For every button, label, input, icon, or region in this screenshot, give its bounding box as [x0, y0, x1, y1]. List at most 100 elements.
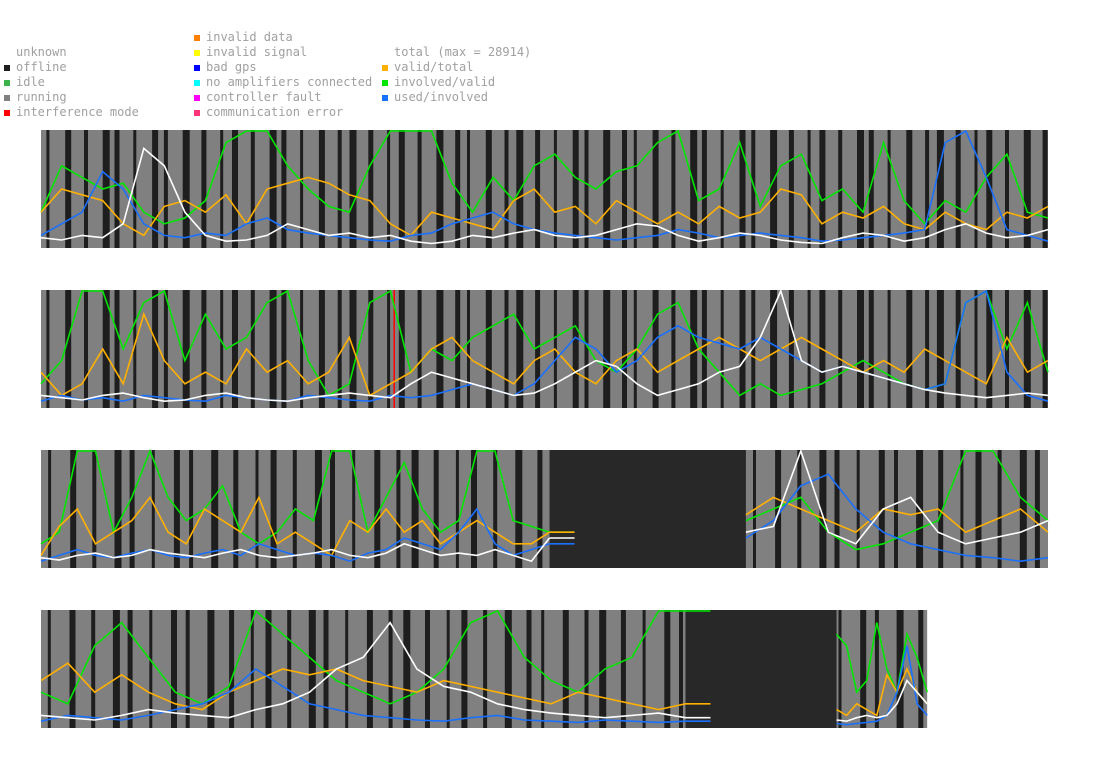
legend-item: running: [4, 90, 139, 105]
legend-swatch: [194, 49, 200, 56]
offline-band: [211, 450, 219, 568]
offline-band: [233, 450, 239, 568]
offline-band: [91, 610, 96, 728]
offline-band: [483, 610, 488, 728]
offline-band: [411, 450, 419, 568]
offline-band: [265, 610, 272, 728]
offline-band: [819, 130, 826, 248]
legend-swatch: [382, 79, 388, 86]
offline-band: [374, 450, 381, 568]
offline-band: [182, 130, 190, 248]
legend-swatch: [194, 94, 200, 101]
offline-band: [323, 610, 329, 728]
offline-band: [345, 610, 349, 728]
offline-band: [584, 610, 589, 728]
offline-band: [720, 290, 724, 408]
offline-band: [300, 130, 304, 248]
offline-band: [1005, 130, 1009, 248]
offline-band: [887, 290, 891, 408]
offline-band: [250, 290, 255, 408]
offline-band: [819, 450, 827, 568]
offline-band: [269, 130, 277, 248]
legend-item: involved/valid: [382, 75, 531, 90]
offline-band: [287, 610, 292, 728]
legend-label: valid/total: [394, 60, 474, 74]
offline-band: [446, 610, 450, 728]
offline-band: [65, 130, 72, 248]
legend-item: bad gps: [194, 60, 372, 75]
legend-label: idle: [16, 75, 45, 89]
legend-item: unknown: [4, 45, 139, 60]
legend-item: interference mode: [4, 105, 139, 120]
offline-band: [455, 130, 461, 248]
offline-band: [838, 610, 842, 728]
legend-label: involved/valid: [394, 75, 496, 89]
offline-band: [92, 450, 97, 568]
offline-band: [535, 130, 541, 248]
offline-band: [163, 290, 168, 408]
offline-band: [388, 610, 393, 728]
offline-band: [701, 290, 707, 408]
offline-band: [171, 610, 177, 728]
offline-band: [1034, 450, 1040, 568]
legend-label: communication error: [206, 105, 344, 119]
offline-band: [975, 450, 982, 568]
legend-errors: invalid data invalid signal bad gps no ampl…: [194, 30, 372, 120]
offline-band: [938, 450, 944, 568]
legend-swatch: [194, 109, 200, 116]
offline-band: [807, 130, 811, 248]
offline-band: [701, 130, 707, 248]
offline-band: [504, 610, 512, 728]
offline-band: [189, 450, 194, 568]
offline-band: [436, 290, 444, 408]
offline-band: [114, 450, 122, 568]
offline-band: [467, 290, 470, 408]
total-line: [745, 448, 1049, 545]
running-background: [41, 290, 1048, 408]
offline-band: [485, 130, 492, 248]
legend-label: used/involved: [394, 90, 488, 104]
offline-band: [516, 290, 524, 408]
offline-band: [925, 290, 930, 408]
chart-strip: [40, 609, 928, 728]
offline-band: [1042, 130, 1048, 248]
offline-band: [751, 290, 756, 408]
offline-band: [152, 290, 159, 408]
legend-item: controller fault: [194, 90, 372, 105]
legend-status: unknown offline idle running interference mo…: [4, 45, 139, 120]
offline-band: [396, 450, 401, 568]
offline-band: [541, 610, 545, 728]
legend-swatch: [194, 79, 200, 86]
offline-band: [878, 450, 885, 568]
offline-band: [1023, 130, 1031, 248]
offline-band: [652, 130, 659, 248]
legend-item: offline: [4, 60, 139, 75]
offline-band: [127, 610, 133, 728]
interference-marker: [393, 290, 395, 408]
offline-band: [182, 290, 190, 408]
offline-band: [330, 450, 335, 568]
total-line: [40, 146, 1049, 245]
offline-band: [868, 130, 874, 248]
legend-swatch: [4, 79, 10, 86]
offline-band: [433, 450, 439, 568]
offline-band: [584, 130, 589, 248]
offline-band: [467, 130, 470, 248]
offline-band: [997, 450, 1002, 568]
offline-band: [281, 290, 287, 408]
offline-band: [788, 130, 794, 248]
offline-band: [874, 610, 879, 728]
offline-band: [232, 290, 238, 408]
offline-band: [622, 290, 627, 408]
legend-label: unknown: [16, 45, 67, 59]
involved-valid-line: [835, 622, 928, 695]
offline-band: [936, 130, 944, 248]
legend-swatch: [194, 64, 200, 71]
offline-band: [603, 130, 611, 248]
legend-label: total (max = 28914): [394, 45, 532, 59]
offline-band: [572, 130, 579, 248]
offline-band: [133, 130, 137, 248]
offline-band: [318, 290, 325, 408]
legend-label: invalid signal: [206, 45, 308, 59]
offline-band: [232, 130, 238, 248]
